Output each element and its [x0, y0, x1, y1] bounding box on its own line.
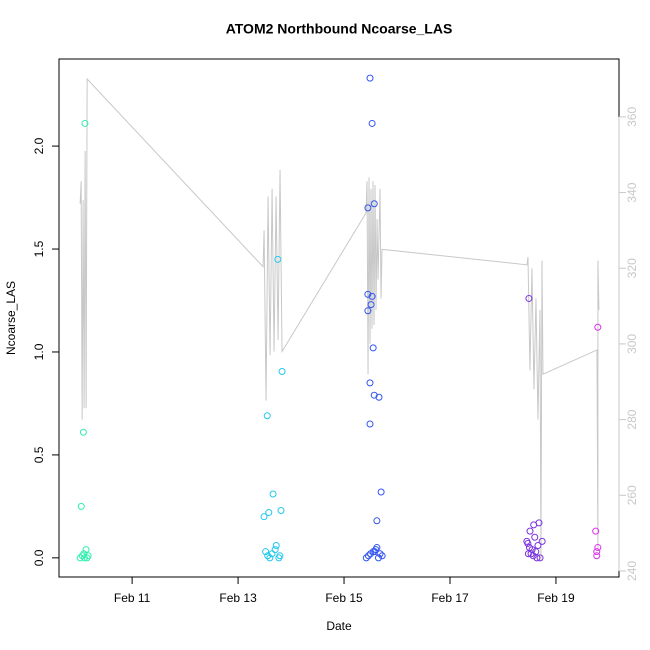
point	[366, 379, 374, 387]
point	[373, 517, 381, 525]
x-tick-label: Feb 15	[325, 591, 363, 605]
point	[269, 490, 277, 498]
y2-tick-label: 320	[625, 258, 639, 278]
y2-tick-label: 240	[625, 561, 639, 581]
point	[364, 552, 372, 560]
point	[366, 74, 374, 82]
point	[262, 548, 270, 556]
x-axis-label: Date	[326, 619, 352, 633]
point	[76, 554, 84, 562]
point	[373, 544, 381, 552]
point	[274, 255, 282, 263]
y2-tick-label: 340	[625, 182, 639, 202]
point	[368, 292, 376, 300]
point	[524, 539, 532, 547]
point	[538, 537, 546, 545]
point	[81, 119, 89, 127]
point	[526, 527, 534, 535]
y2-tick-label: 360	[625, 107, 639, 127]
chart-title: ATOM2 Northbound Ncoarse_LAS	[226, 21, 453, 37]
point	[271, 546, 279, 554]
point	[525, 294, 533, 302]
point	[79, 428, 87, 436]
y-tick-label: 2.0	[32, 137, 46, 154]
point	[263, 412, 271, 420]
point	[364, 307, 372, 315]
point	[534, 542, 542, 549]
point	[531, 533, 539, 541]
point	[536, 554, 544, 562]
point	[594, 544, 602, 552]
point	[77, 502, 85, 510]
y-tick-label: 0.0	[32, 549, 46, 566]
x-tick-label: Feb 17	[431, 591, 469, 605]
y-tick-label: 1.5	[32, 240, 46, 257]
point	[260, 513, 268, 521]
point	[375, 393, 383, 401]
point	[527, 550, 535, 558]
point	[278, 368, 286, 376]
point	[265, 509, 273, 517]
point	[369, 344, 377, 352]
point	[530, 521, 538, 529]
point	[366, 420, 374, 428]
y-tick-label: 0.5	[32, 446, 46, 463]
x-tick-label: Feb 13	[219, 591, 257, 605]
x-tick-label: Feb 19	[537, 591, 575, 605]
point	[82, 546, 90, 554]
point	[364, 290, 372, 298]
y-tick-label: 1.0	[32, 343, 46, 360]
point	[276, 552, 284, 560]
y2-tick-label: 300	[625, 334, 639, 354]
point	[371, 548, 379, 556]
point	[266, 554, 274, 562]
y-axis-label: Ncoarse_LAS	[4, 281, 18, 355]
point	[524, 550, 532, 558]
y2-tick-label: 260	[625, 485, 639, 505]
point	[264, 552, 272, 560]
point	[364, 204, 372, 212]
point	[80, 554, 88, 562]
point	[277, 507, 285, 514]
point	[377, 488, 385, 496]
point	[84, 552, 92, 560]
point	[592, 527, 600, 535]
point	[378, 552, 386, 560]
point	[368, 119, 376, 127]
point	[593, 548, 601, 556]
point	[362, 554, 370, 562]
point	[367, 301, 375, 309]
line	[79, 77, 600, 560]
point	[374, 554, 382, 562]
x-tick-label: Feb 11	[114, 591, 151, 605]
y2-tick-label: 280	[625, 409, 639, 429]
point	[593, 552, 601, 560]
point	[533, 554, 541, 562]
point	[594, 323, 602, 331]
point	[370, 200, 378, 208]
point	[272, 542, 280, 549]
